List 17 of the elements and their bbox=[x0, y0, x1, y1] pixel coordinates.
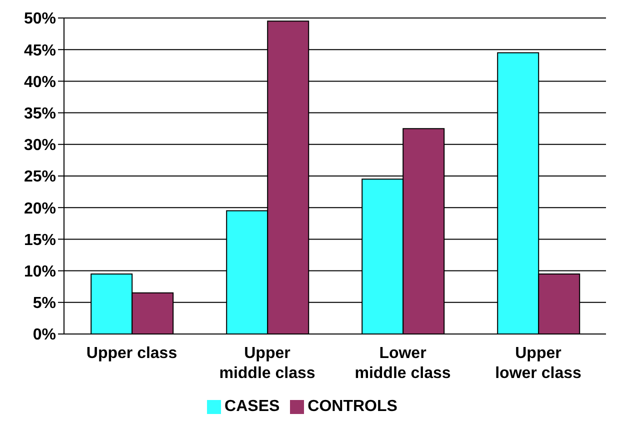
y-tick-label: 40% bbox=[24, 74, 56, 91]
y-tick-label: 35% bbox=[24, 105, 56, 122]
legend-label: CONTROLS bbox=[308, 398, 398, 415]
x-tick-label: Upper lower class bbox=[495, 345, 582, 382]
y-tick-label: 50% bbox=[24, 10, 56, 28]
y-tick-label: 30% bbox=[24, 137, 56, 154]
x-tick-label: Upper class bbox=[86, 345, 178, 362]
x-tick-label: Lower middle class bbox=[354, 345, 451, 382]
y-tick-label: 5% bbox=[32, 295, 56, 312]
y-tick-label: 0% bbox=[32, 326, 56, 344]
y-tick-label: 20% bbox=[24, 200, 56, 218]
legend-label: CASES bbox=[224, 398, 280, 415]
y-tick-label: 15% bbox=[24, 232, 56, 249]
y-tick-label: 45% bbox=[24, 42, 56, 60]
y-tick-label: 10% bbox=[24, 263, 56, 280]
x-tick-label: Upper middle class bbox=[219, 345, 316, 382]
y-tick-label: 25% bbox=[24, 168, 56, 186]
